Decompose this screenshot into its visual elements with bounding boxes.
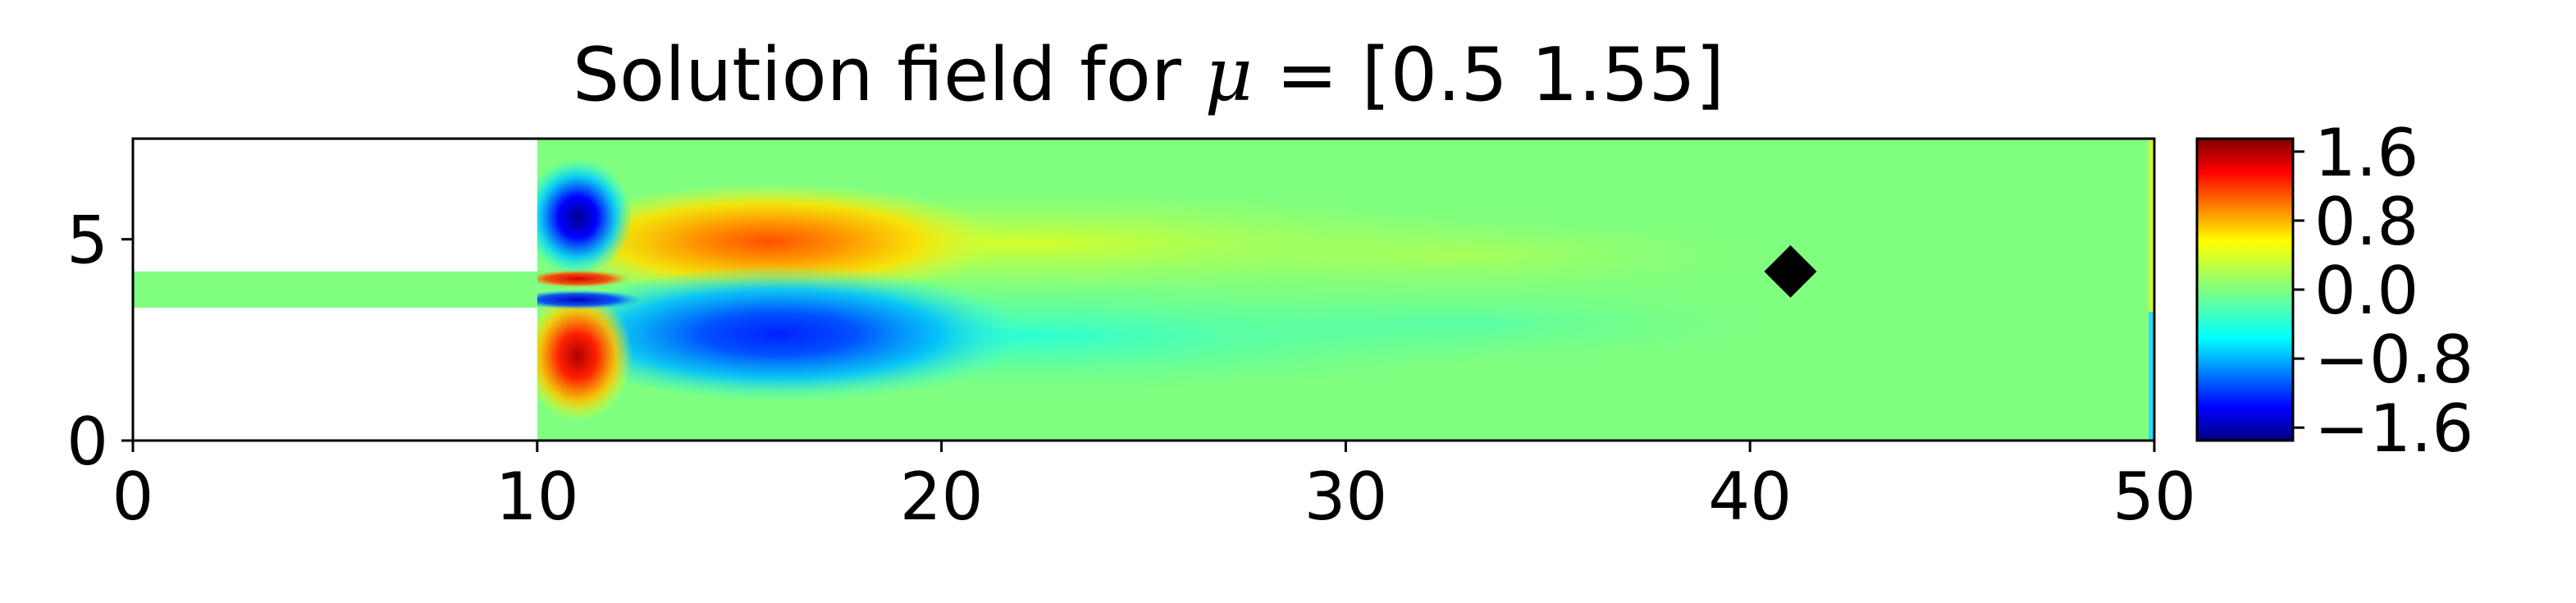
- y-axis: 05: [66, 203, 133, 480]
- x-tick-label: 40: [1708, 459, 1792, 535]
- field-blob-lower-vortex: [537, 291, 633, 421]
- x-tick-label: 0: [112, 459, 154, 535]
- field-blob-jet-core-upper: [537, 269, 631, 288]
- chart-title-suffix: = [0.5 1.55]: [1253, 32, 1724, 118]
- field-contours: [537, 158, 2154, 441]
- plot-area: 0 10 20 30 40 50 05: [66, 137, 2196, 535]
- x-tick-label: 30: [1304, 459, 1388, 535]
- field-blob-jet-core-lower: [537, 290, 642, 310]
- inlet-channel-field: [133, 271, 537, 308]
- colorbar-tick-label: 1.6: [2314, 115, 2418, 191]
- field-blob-lower-far-tail: [1144, 283, 1791, 364]
- chart-title-mu-symbol: μ: [1204, 32, 1253, 118]
- colorbar-ticks: 1.60.80.0−0.8−1.6: [2293, 115, 2473, 467]
- colorbar-gradient: [2195, 137, 2295, 442]
- axes-frame: [131, 137, 2156, 442]
- outlet-edge-cyan: [2149, 311, 2154, 441]
- colorbar: 1.60.80.0−0.8−1.6: [2195, 115, 2473, 467]
- colorbar-tick-label: −0.8: [2314, 322, 2473, 398]
- colorbar-tick-label: −1.6: [2314, 391, 2473, 467]
- x-tick-label: 10: [496, 459, 579, 535]
- chart-title-prefix: Solution field for: [573, 32, 1204, 118]
- x-tick-label: 50: [2112, 459, 2196, 535]
- colorbar-tick-label: 0.0: [2314, 253, 2418, 329]
- y-tick-label: 5: [66, 203, 108, 279]
- field-blob-upper-vortex: [537, 158, 633, 276]
- x-tick-label: 20: [900, 459, 984, 535]
- field-blob-lower-shear-layer: [553, 265, 1055, 403]
- chart-title: Solution field for μ = [0.5 1.55]: [573, 32, 1724, 118]
- field-blob-upper-far-tail: [1144, 215, 1791, 296]
- y-tick-label: 0: [66, 404, 108, 480]
- colorbar-tick-label: 0.8: [2314, 184, 2418, 260]
- diamond-marker: [1764, 244, 1817, 298]
- field-blob-upper-shear-layer: [557, 182, 1027, 300]
- x-axis: 0 10 20 30 40 50: [112, 441, 2196, 535]
